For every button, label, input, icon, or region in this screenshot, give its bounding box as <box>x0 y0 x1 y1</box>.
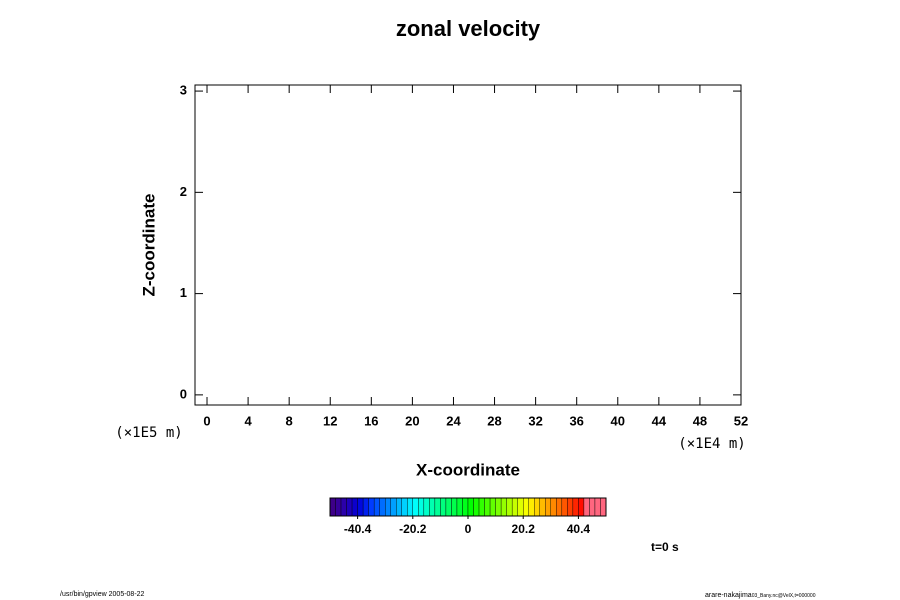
footer-right-main: arare-nakajima <box>705 592 752 599</box>
footer-right: arare-nakajima03_Bany.nc@VelX,t=000000 <box>705 592 816 599</box>
color-band <box>390 497 397 517</box>
color-band <box>484 497 491 517</box>
y-unit-label: (×1E5 m) <box>115 425 182 441</box>
y-tick-label: 3 <box>180 83 187 98</box>
color-band <box>583 497 590 517</box>
y-tick-label: 0 <box>180 386 187 401</box>
color-band <box>418 497 425 517</box>
color-band <box>462 497 469 517</box>
color-band <box>528 497 535 517</box>
color-band <box>385 497 391 517</box>
colorbar-tick-label: 0 <box>465 522 472 536</box>
x-tick-label: 52 <box>734 413 748 428</box>
x-tick-label: 20 <box>405 413 419 428</box>
color-band <box>373 497 380 517</box>
color-band <box>351 497 358 517</box>
color-band <box>594 497 601 517</box>
color-band <box>379 497 386 517</box>
x-tick-label: 4 <box>244 413 252 428</box>
color-band <box>473 497 480 517</box>
color-band <box>539 497 546 517</box>
color-band <box>429 497 436 517</box>
color-band <box>589 497 596 517</box>
plot-frame <box>194 84 742 406</box>
color-band <box>401 497 408 517</box>
y-tick-label: 2 <box>180 184 187 199</box>
colorbar-tick-label: -20.2 <box>399 522 427 536</box>
x-tick-label: 0 <box>203 413 210 428</box>
color-band <box>600 497 607 517</box>
x-tick-label: 28 <box>487 413 501 428</box>
x-tick-label: 36 <box>569 413 583 428</box>
x-tick-label: 40 <box>611 413 625 428</box>
footer-left: /usr/bin/gpview 2005-08-22 <box>60 591 145 598</box>
color-band <box>456 497 463 517</box>
color-band <box>495 497 502 517</box>
color-band <box>561 497 568 517</box>
color-band <box>396 497 402 517</box>
color-band <box>489 497 496 517</box>
colorbar-tick-label: 40.4 <box>567 522 591 536</box>
color-band <box>467 497 474 517</box>
color-band <box>445 497 452 517</box>
x-tick-label: 16 <box>364 413 378 428</box>
color-band <box>500 497 507 517</box>
color-band <box>545 497 552 517</box>
color-band <box>335 497 342 517</box>
x-tick-label: 24 <box>446 413 461 428</box>
color-band <box>423 497 430 517</box>
x-tick-label: 8 <box>286 413 293 428</box>
color-band <box>550 497 557 517</box>
color-band <box>556 497 563 517</box>
color-band <box>340 497 347 517</box>
color-band <box>346 497 353 517</box>
x-tick-label: 48 <box>693 413 707 428</box>
x-unit-label: (×1E4 m) <box>678 436 745 452</box>
color-band <box>434 497 441 517</box>
color-band <box>567 497 574 517</box>
x-tick-label: 32 <box>528 413 542 428</box>
color-band <box>534 497 540 517</box>
color-band <box>329 497 336 517</box>
color-band <box>523 497 529 517</box>
color-band <box>511 497 518 517</box>
x-axis-label: X-coordinate <box>416 460 520 479</box>
color-band <box>451 497 458 517</box>
colorbar-tick-label: 20.2 <box>512 522 536 536</box>
colorbar-tick-label: -40.4 <box>344 522 372 536</box>
color-band <box>440 497 447 517</box>
color-band <box>478 497 485 517</box>
x-tick-label: 12 <box>323 413 337 428</box>
color-band <box>517 497 524 517</box>
y-axis-label: Z-coordinate <box>139 194 158 297</box>
color-band <box>357 497 364 517</box>
color-band <box>572 497 579 517</box>
color-band <box>412 497 419 517</box>
color-band <box>368 497 375 517</box>
y-tick-label: 1 <box>180 285 187 300</box>
chart-title: zonal velocity <box>396 16 541 41</box>
color-band <box>362 497 369 517</box>
footer-right-small: 03_Bany.nc@VelX,t=000000 <box>752 593 816 599</box>
color-band <box>506 497 513 517</box>
color-band <box>407 497 413 517</box>
color-band <box>578 497 585 517</box>
x-tick-label: 44 <box>652 413 667 428</box>
time-label: t=0 s <box>651 540 679 554</box>
